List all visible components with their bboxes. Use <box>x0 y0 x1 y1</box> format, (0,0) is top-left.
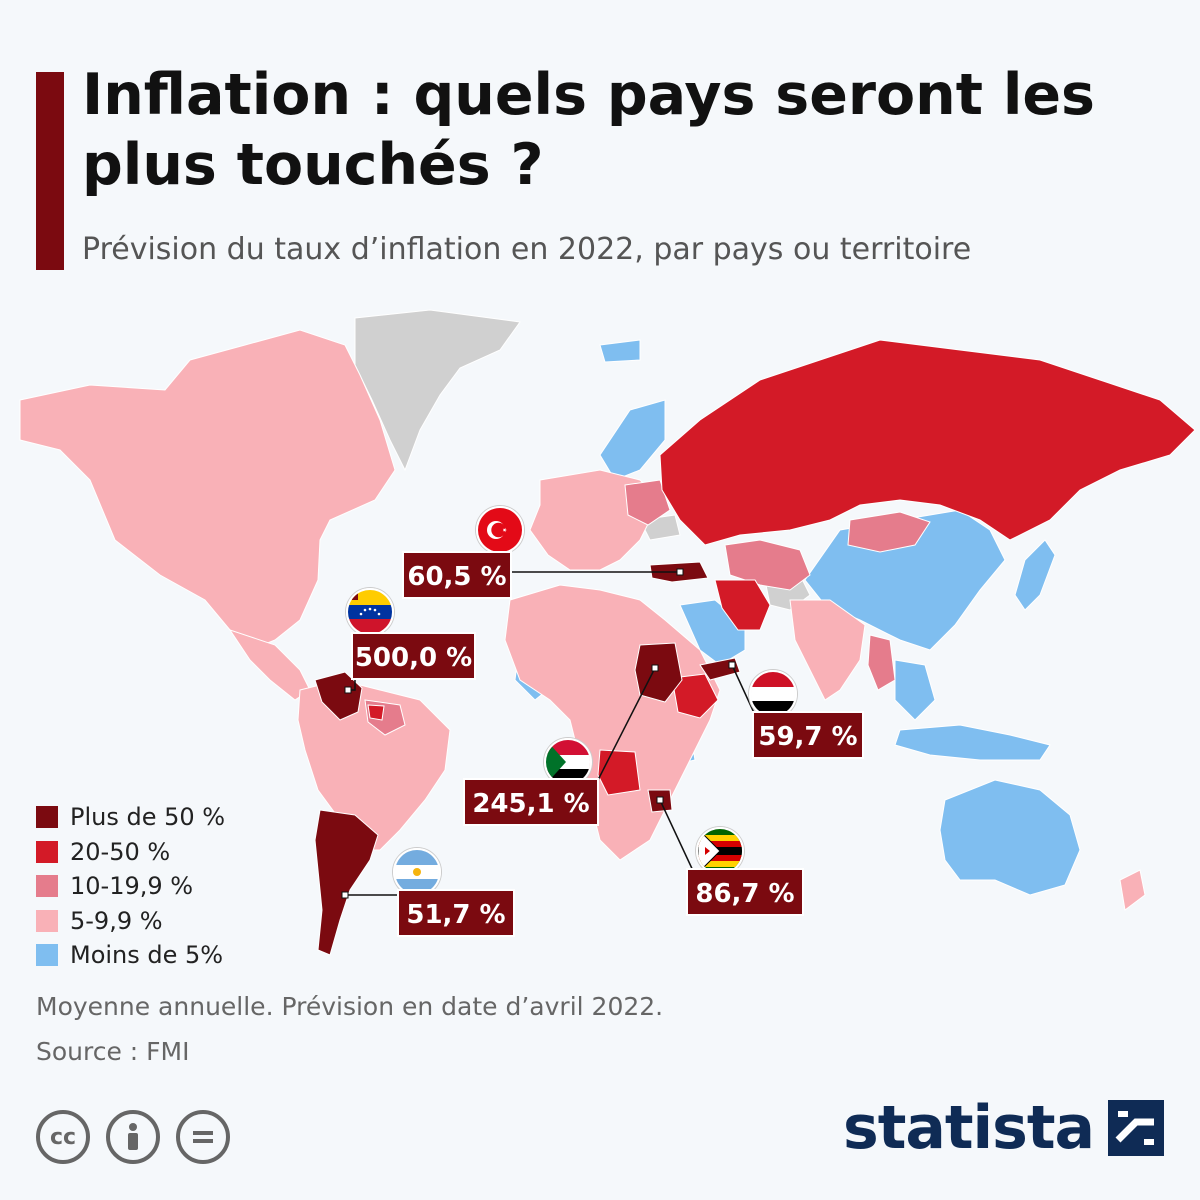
legend-item-10-19: 10-19,9 % <box>36 869 225 904</box>
elevated-inflation-regions <box>364 479 931 736</box>
new-zealand <box>1119 869 1146 911</box>
argentina-anchor <box>341 891 349 899</box>
yemen-anchor <box>728 661 736 669</box>
zimbabwe-anchor <box>656 796 664 804</box>
legend-item-under-5: Moins de 5% <box>36 938 225 973</box>
suriname <box>367 704 385 721</box>
legend-swatch <box>36 944 58 967</box>
indonesia <box>894 724 1051 761</box>
turkey-flag-icon <box>476 506 524 554</box>
statista-brand[interactable]: statista <box>843 1093 1164 1163</box>
title-accent-bar <box>36 72 64 270</box>
brand-name: statista <box>842 1093 1095 1163</box>
sudan <box>634 642 683 703</box>
page-title: Inflation : quels pays seront les plus t… <box>82 62 1095 198</box>
callout-leaders <box>345 571 756 896</box>
legend-swatch <box>36 806 58 829</box>
legend-swatch <box>36 909 58 932</box>
person-icon[interactable] <box>106 1110 160 1164</box>
myanmar <box>867 634 896 691</box>
legend-label: Moins de 5% <box>70 941 224 970</box>
north-america <box>19 329 396 651</box>
source-note: Source : FMI <box>36 1037 190 1066</box>
angola <box>597 749 641 796</box>
south-america <box>297 679 451 851</box>
india <box>789 599 866 701</box>
sudan-anchor <box>651 664 659 672</box>
venezuela-anchor <box>344 686 352 694</box>
australia <box>939 779 1081 896</box>
high-inflation-regions <box>367 339 1196 796</box>
venezuela <box>314 671 363 721</box>
eastern-europe <box>624 479 671 526</box>
turkey-anchor <box>676 568 684 576</box>
legend-item-20-50: 20-50 % <box>36 835 225 870</box>
legend-item-over-50: Plus de 50 % <box>36 800 225 835</box>
legend-label: 10-19,9 % <box>70 872 194 901</box>
legend: Plus de 50 % 20-50 % 10-19,9 % 5-9,9 % M… <box>36 800 225 973</box>
cc-icon[interactable]: cc <box>36 1110 90 1164</box>
argentina <box>314 809 379 956</box>
zimbabwe-leader <box>659 799 696 876</box>
equals-icon[interactable] <box>176 1110 230 1164</box>
legend-label: 20-50 % <box>70 837 171 866</box>
greenland <box>354 309 521 472</box>
license-icons: cc <box>36 1110 230 1164</box>
zimbabwe-flag-icon <box>696 827 744 875</box>
page-subtitle: Prévision du taux d’inflation en 2022, p… <box>82 232 972 267</box>
russia <box>659 339 1196 546</box>
callout-anchors <box>341 568 736 899</box>
japan <box>1014 539 1056 611</box>
scandinavia <box>599 399 666 481</box>
yemen-leader <box>731 664 756 716</box>
turkey-value-label: 60,5 % <box>402 551 512 599</box>
zimbabwe-value-label: 86,7 % <box>686 868 804 916</box>
legend-label: 5-9,9 % <box>70 906 163 935</box>
iran <box>714 579 771 631</box>
footnote: Moyenne annuelle. Prévision en date d’av… <box>36 992 664 1021</box>
venezuela-value-label: 500,0 % <box>351 632 476 680</box>
sudan-leader <box>597 667 656 781</box>
yemen-value-label: 59,7 % <box>752 711 864 759</box>
central-asia <box>724 539 811 591</box>
legend-swatch <box>36 840 58 863</box>
argentina-value-label: 51,7 % <box>397 889 515 937</box>
legend-swatch <box>36 875 58 898</box>
venezuela-flag-icon <box>346 588 394 636</box>
sudan-value-label: 245,1 % <box>463 778 599 826</box>
world-map <box>19 309 1196 956</box>
extreme-inflation-regions <box>314 561 741 956</box>
ethiopia <box>671 673 719 719</box>
iceland <box>599 339 641 363</box>
statista-logo-icon <box>1108 1100 1164 1156</box>
legend-label: Plus de 50 % <box>70 803 226 832</box>
legend-item-5-9: 5-9,9 % <box>36 904 225 939</box>
southeast-asia <box>894 659 936 721</box>
mongolia <box>847 511 931 553</box>
